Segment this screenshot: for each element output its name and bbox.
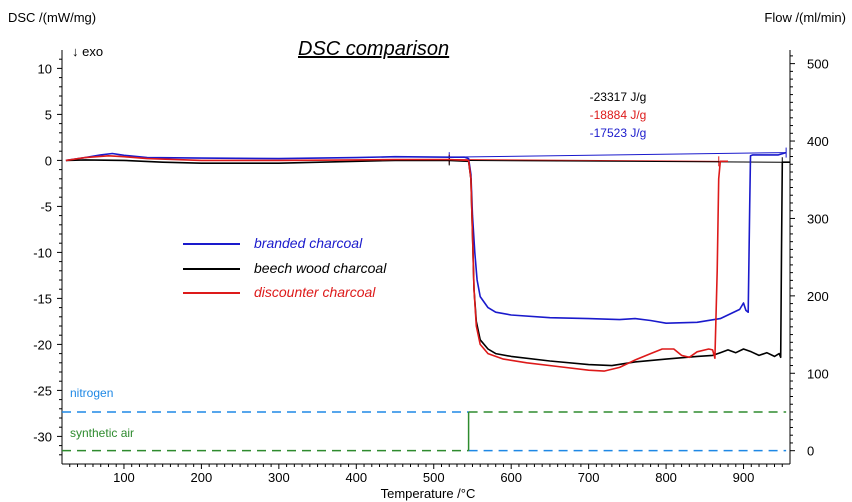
legend-label-discounter: discounter charcoal (254, 284, 376, 300)
legend-label-branded: branded charcoal (254, 235, 363, 251)
legend-label-beech: beech wood charcoal (254, 260, 387, 276)
y-left-tick-label: 5 (45, 107, 52, 122)
baselines (448, 147, 787, 168)
axes: 10 5 0 -5 -10 -15 -20 -25 -30 500 400 300 200 100 0 100… (33, 50, 829, 485)
y-left-tick-label: -10 (33, 245, 52, 260)
y-right-tick-label: 300 (807, 211, 829, 226)
enthalpy-value-branded: -17523 J/g (590, 126, 647, 140)
flow-label-synthetic-air: synthetic air (70, 426, 134, 440)
exo-indicator: ↓ exo (72, 44, 103, 59)
x-tick-label: 400 (345, 470, 367, 485)
series-line-beech (65, 159, 790, 367)
y-left-tick-label: -30 (33, 429, 52, 444)
enthalpy-value-beech: -23317 J/g (590, 90, 647, 104)
y-left-axis-label: DSC /(mW/mg) (8, 10, 96, 25)
x-tick-label: 800 (655, 470, 677, 485)
x-tick-label: 300 (268, 470, 290, 485)
y-right-tick-label: 0 (807, 444, 814, 459)
x-axis-label: Temperature /°C (381, 486, 476, 501)
enthalpy-values: -23317 J/g -18884 J/g -17523 J/g (590, 90, 647, 140)
y-left-tick-label: 0 (45, 153, 52, 168)
enthalpy-value-discounter: -18884 J/g (590, 108, 647, 122)
x-tick-label: 900 (733, 470, 755, 485)
flow-lines (62, 411, 787, 452)
y-right-axis-label: Flow /(ml/min) (764, 10, 846, 25)
y-left-tick-label: -20 (33, 337, 52, 352)
x-tick-label: 100 (113, 470, 135, 485)
y-right-tick-label: 400 (807, 134, 829, 149)
flow-labels: nitrogen synthetic air (70, 386, 134, 440)
y-right-tick-label: 100 (807, 366, 829, 381)
x-tick-label: 600 (500, 470, 522, 485)
y-left-tick-label: -25 (33, 383, 52, 398)
y-left-tick-label: -15 (33, 291, 52, 306)
y-left-tick-label: 10 (38, 61, 52, 76)
y-right-tick-label: 200 (807, 289, 829, 304)
chart-title: DSC comparison (298, 38, 449, 60)
integration-baseline (449, 158, 719, 162)
legend: branded charcoal beech wood charcoal dis… (183, 235, 387, 300)
y-right-tick-label: 500 (807, 57, 829, 72)
integration-baseline (449, 152, 787, 158)
x-tick-label: 500 (423, 470, 445, 485)
series-line-branded (65, 151, 787, 324)
x-tick-label: 700 (578, 470, 600, 485)
flow-label-nitrogen: nitrogen (70, 386, 113, 400)
series-lines (65, 151, 790, 372)
y-left-tick-label: -5 (40, 199, 52, 214)
x-tick-label: 200 (191, 470, 213, 485)
series-line-discounter (65, 155, 728, 372)
